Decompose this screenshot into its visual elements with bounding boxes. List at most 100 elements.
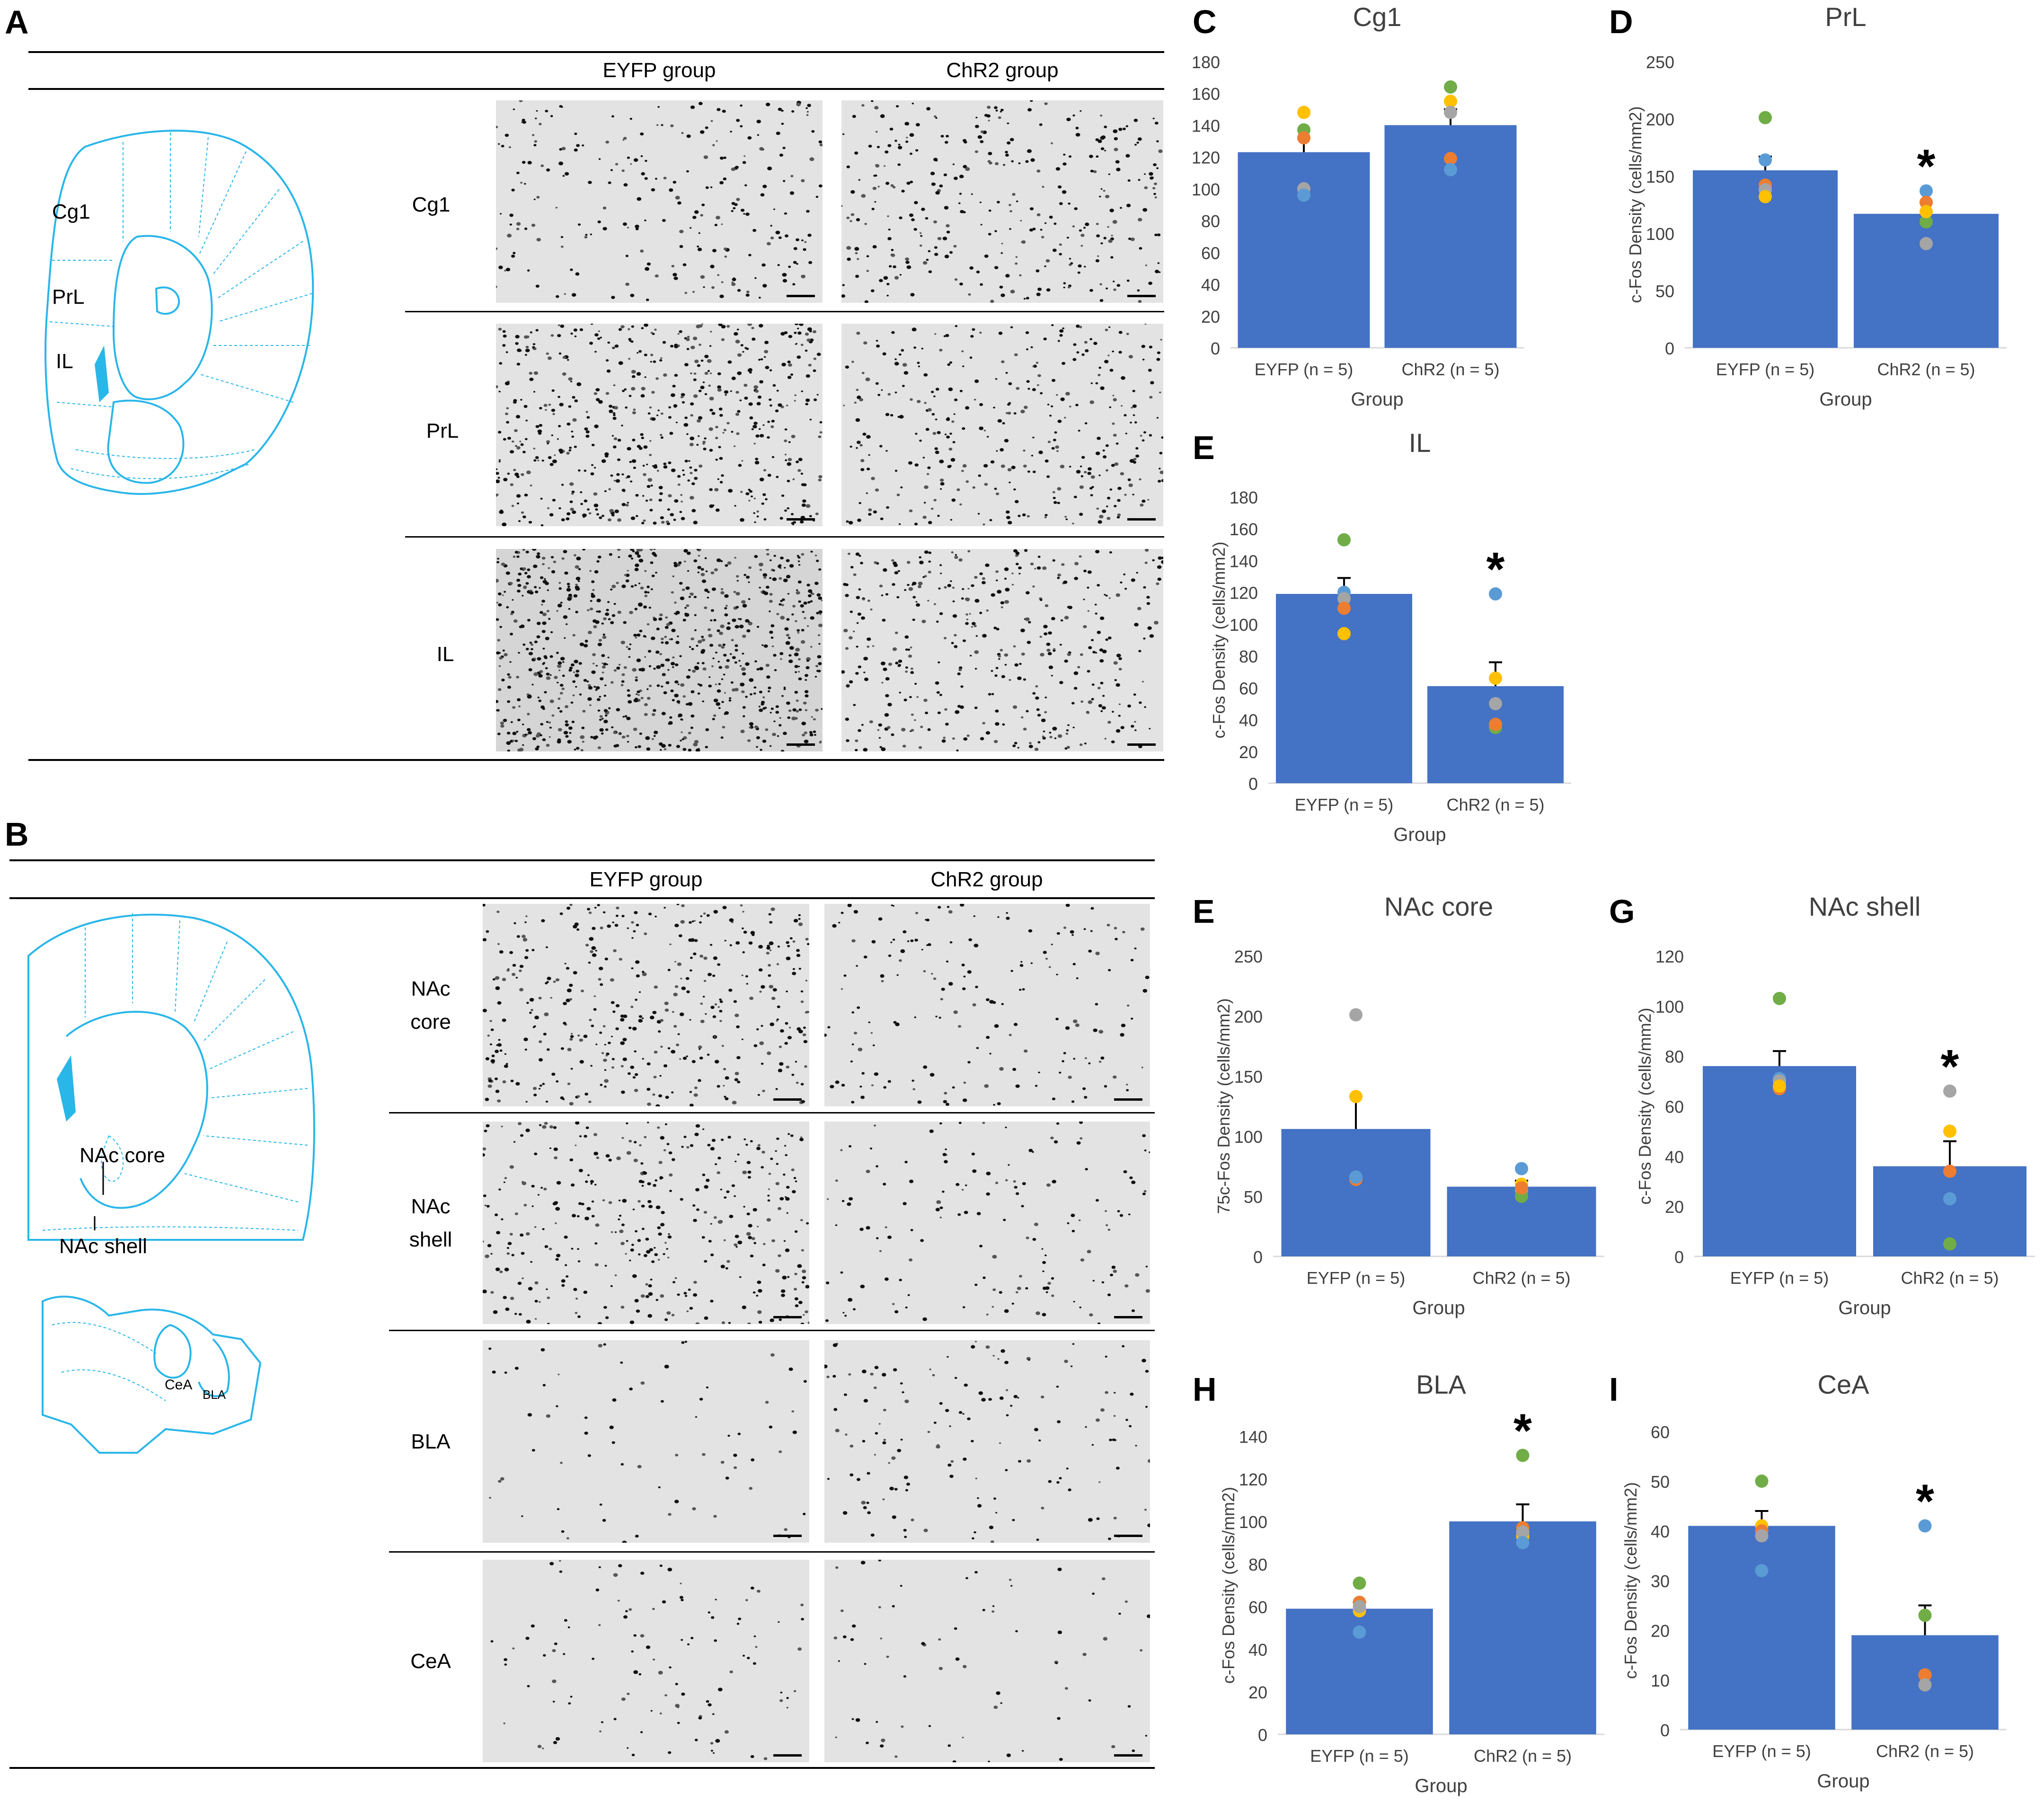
data-point — [1918, 1678, 1932, 1692]
y-tick-label: 20 — [1239, 742, 1258, 762]
panel-b-row-label-cea: CeA — [410, 1650, 451, 1673]
data-point — [1920, 184, 1933, 198]
data-point — [1337, 601, 1351, 615]
y-tick-label: 140 — [1230, 551, 1258, 571]
chart-c-cg1: C Cg1020406080100120140160180c-Fos Densi… — [1193, 2, 1524, 410]
y-tick-label: 180 — [1230, 488, 1258, 507]
y-tick-label: 200 — [1234, 1007, 1263, 1026]
panel-a-bottom-rule — [28, 759, 1164, 761]
x-tick-label: ChR2 (n = 5) — [1876, 1741, 1974, 1761]
y-tick-label: 0 — [1211, 339, 1220, 358]
data-point — [1943, 1124, 1956, 1138]
y-tick-label: 60 — [1665, 1097, 1684, 1117]
y-tick-label: 160 — [1230, 520, 1258, 539]
significance-asterisk: * — [1916, 1475, 1934, 1528]
chart-c-letter: C — [1193, 3, 1217, 40]
data-point — [1943, 1084, 1956, 1098]
data-point — [1337, 533, 1351, 547]
data-point — [1489, 671, 1502, 685]
y-tick-label: 30 — [1651, 1572, 1670, 1591]
y-tick-label: 150 — [1234, 1067, 1263, 1087]
y-tick-label: 160 — [1193, 84, 1220, 104]
significance-asterisk: * — [1487, 543, 1505, 596]
data-point — [1489, 587, 1502, 601]
micrograph-chr2-nac-shell — [824, 1122, 1150, 1324]
data-point — [1943, 1165, 1956, 1178]
atlas-label-nac-core: NAc core — [80, 1144, 165, 1167]
data-point — [1337, 627, 1351, 641]
chart-d-letter: D — [1609, 3, 1633, 40]
x-tick-label: ChR2 (n = 5) — [1474, 1746, 1572, 1766]
panel-b-row-label-bla: BLA — [411, 1430, 451, 1453]
micrograph-eyfp-prl — [496, 324, 823, 526]
data-point — [1920, 237, 1933, 250]
y-tick-label: 120 — [1239, 1470, 1267, 1489]
micrograph-chr2-nac-core — [824, 904, 1150, 1106]
significance-asterisk: * — [1917, 140, 1936, 193]
panel-b-row-divider — [389, 1112, 1155, 1113]
y-tick-label: 100 — [1234, 1127, 1263, 1147]
data-point — [1515, 1162, 1528, 1175]
y-tick-label: 50 — [1651, 1472, 1670, 1492]
y-tick-label: 10 — [1651, 1671, 1670, 1690]
data-point — [1773, 1079, 1786, 1093]
data-point — [1943, 1192, 1956, 1206]
y-axis-label: 75c-Fos Density (cells/mm2) — [1214, 998, 1233, 1214]
atlas-label-il: IL — [56, 350, 73, 373]
x-tick-label: EYFP (n = 5) — [1307, 1268, 1405, 1288]
x-axis-label: Group — [1819, 389, 1872, 410]
chart-h-bla: H BLA 0 20 40 60 80 100 120 140 c-Fos Density (ce… — [1193, 1369, 1604, 1796]
x-axis-label: Group — [1351, 389, 1403, 410]
chart-i-cea: I CeA 0 10 20 30 40 50 60 c-Fos Density (cells/m… — [1609, 1369, 2007, 1792]
data-point — [1918, 1608, 1932, 1622]
y-tick-label: 100 — [1655, 997, 1684, 1016]
significance-asterisk: * — [1941, 1040, 1959, 1093]
bar — [1688, 1526, 1835, 1730]
data-point — [1444, 163, 1457, 177]
x-tick-label: ChR2 (n = 5) — [1901, 1268, 1999, 1288]
y-tick-label: 60 — [1201, 243, 1220, 263]
micrograph-chr2-cg1 — [841, 100, 1163, 303]
data-point — [1337, 592, 1351, 606]
panel-b-row-label-nac-core: NAc core — [410, 977, 451, 1034]
chart-h-letter: H — [1193, 1371, 1217, 1408]
x-axis-label: Group — [1838, 1298, 1891, 1318]
data-point — [1444, 95, 1457, 108]
y-tick-label: 140 — [1193, 116, 1220, 135]
bar — [1703, 1066, 1856, 1256]
y-tick-label: 40 — [1239, 711, 1258, 730]
chart-title: CeA — [1818, 1369, 1870, 1399]
data-point — [1515, 1181, 1528, 1195]
chart-title: PrL — [1825, 2, 1866, 32]
chart-e-il: E IL 0 20 40 60 80 100 120 140 160 180 c-Fos Densit… — [1193, 428, 1571, 845]
y-tick-label: 80 — [1665, 1047, 1684, 1067]
data-point — [1516, 1536, 1530, 1549]
micrograph-eyfp-cg1 — [496, 100, 823, 303]
y-axis-label: c-Fos Density (cells/mm2) — [1621, 1482, 1640, 1679]
atlas-label-prl: PrL — [52, 285, 84, 309]
y-axis-label: c-Fos Density (cells/mm2) — [1209, 541, 1229, 738]
data-point — [1920, 195, 1933, 209]
micrograph-chr2-prl — [841, 324, 1163, 526]
x-tick-label: EYFP (n = 5) — [1712, 1741, 1811, 1761]
chart-title: NAc shell — [1809, 892, 1921, 921]
y-tick-label: 250 — [1646, 53, 1674, 72]
x-tick-label: EYFP (n = 5) — [1255, 360, 1353, 379]
y-tick-label: 100 — [1239, 1512, 1267, 1532]
data-point — [1920, 215, 1933, 229]
panel-a-top-rule — [28, 51, 1164, 53]
micrograph-chr2-il — [841, 549, 1163, 751]
chart-title: IL — [1409, 428, 1431, 458]
brain-atlas-striatum-amygdala: NAc core NAc shell CeA BLA — [27, 913, 315, 1454]
data-point — [1918, 1668, 1932, 1682]
chart-g-letter: G — [1609, 893, 1635, 930]
y-tick-label: 60 — [1248, 1598, 1267, 1617]
panel-a-header-rule — [28, 88, 1164, 90]
y-tick-label: 50 — [1655, 282, 1674, 301]
x-tick-label: EYFP (n = 5) — [1295, 795, 1393, 814]
data-point — [1943, 1237, 1956, 1251]
atlas-label-cg1: Cg1 — [52, 200, 90, 223]
y-tick-label: 40 — [1665, 1147, 1684, 1166]
chart-d-prl: D PrL 0 50 100 150 200 250 c-Fos Density (cells… — [1609, 2, 2007, 410]
data-point — [1353, 1600, 1366, 1613]
